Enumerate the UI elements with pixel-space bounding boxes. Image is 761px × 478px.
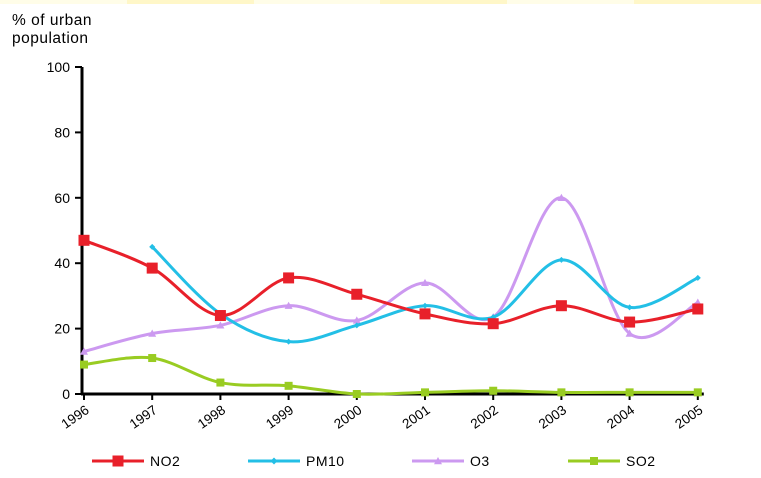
data-point-so2	[489, 386, 498, 395]
series-line-so2	[83, 355, 698, 396]
series-line-pm10	[151, 245, 699, 344]
data-point-o3	[148, 329, 157, 337]
x-tick-label: 1996	[59, 402, 92, 432]
data-point-pm10	[422, 302, 428, 309]
data-point-no2	[419, 308, 431, 320]
data-point-so2	[557, 388, 566, 397]
data-point-so2	[284, 381, 293, 390]
data-point-so2	[148, 354, 157, 363]
y-tick-label: 20	[54, 321, 70, 337]
data-point-pm10	[285, 338, 292, 345]
legend-label-pm10: PM10	[306, 453, 345, 469]
x-tick-label: 1999	[263, 402, 296, 432]
legend-label-so2: SO2	[626, 453, 656, 469]
legend-label-no2: NO2	[150, 453, 180, 469]
y-axis-label: % of urban population	[12, 12, 92, 47]
data-point-o3	[80, 347, 88, 355]
data-point-so2	[352, 390, 361, 398]
data-point-o3	[625, 329, 634, 337]
legend-marker-no2	[112, 455, 124, 467]
x-tick-label: 2005	[672, 402, 705, 432]
data-point-o3	[216, 321, 225, 329]
data-point-no2	[351, 288, 363, 300]
x-tick-label: 2000	[331, 402, 364, 432]
data-point-so2	[80, 360, 88, 369]
legend-marker-o3	[434, 457, 442, 465]
data-point-no2	[78, 234, 90, 246]
data-point-pm10	[558, 256, 565, 263]
y-tick-label: 60	[54, 190, 70, 206]
data-point-pm10	[353, 322, 360, 329]
series-line-no2	[83, 238, 699, 326]
data-point-pm10	[626, 304, 633, 311]
data-point-o3	[284, 301, 293, 309]
data-point-o3	[421, 278, 429, 287]
data-point-so2	[421, 388, 429, 397]
data-point-no2	[214, 310, 226, 322]
y-tick-label: 80	[54, 124, 70, 140]
data-point-no2	[624, 316, 636, 328]
data-point-so2	[216, 378, 225, 387]
data-point-so2	[693, 388, 702, 397]
x-tick-label: 2003	[536, 402, 569, 432]
y-tick-label: 40	[54, 255, 70, 271]
x-tick-label: 2004	[604, 402, 638, 432]
y-tick-label: 0	[62, 386, 70, 402]
legend-marker-pm10	[270, 457, 278, 465]
x-tick-label: 1998	[195, 402, 228, 432]
data-point-no2	[487, 318, 499, 330]
data-point-no2	[555, 300, 567, 312]
data-point-so2	[625, 388, 634, 397]
x-tick-label: 2002	[468, 402, 501, 432]
data-point-no2	[146, 262, 158, 274]
top-decor-strip	[0, 0, 761, 4]
data-point-no2	[692, 303, 704, 315]
data-point-o3	[557, 193, 566, 201]
legend-label-o3: O3	[470, 453, 490, 469]
data-point-o3	[352, 316, 361, 324]
x-tick-label: 1997	[127, 402, 160, 432]
data-point-no2	[283, 272, 295, 284]
data-point-pm10	[149, 243, 156, 250]
x-tick-label: 2001	[400, 402, 433, 432]
series-line-o3	[83, 196, 699, 353]
legend-marker-so2	[590, 457, 598, 465]
y-tick-label: 100	[47, 59, 71, 75]
data-point-pm10	[694, 274, 701, 281]
